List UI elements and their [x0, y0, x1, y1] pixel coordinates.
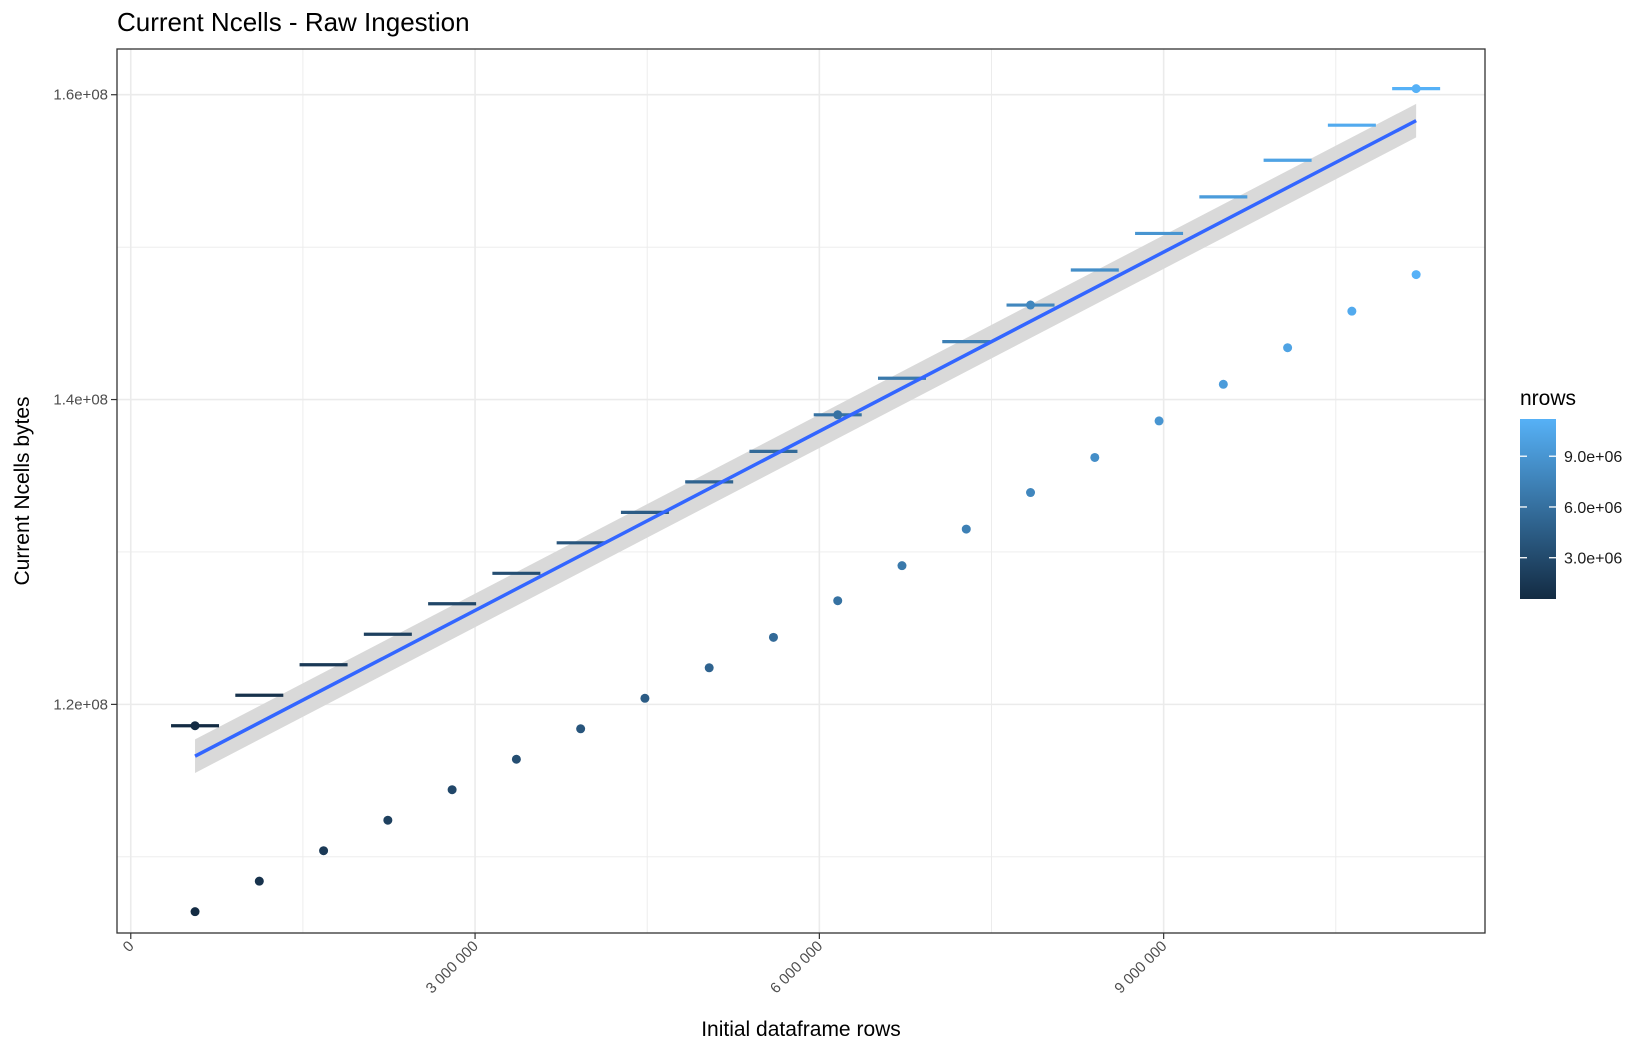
data-point [1090, 452, 1100, 462]
y-axis-title: Current Ncells bytes [11, 396, 34, 585]
legend-title: nrows [1520, 387, 1576, 410]
fit-line-layer [194, 119, 1417, 758]
data-point [1411, 270, 1421, 280]
data-point [511, 754, 521, 764]
data-point [704, 663, 714, 673]
data-point [640, 693, 650, 703]
legend-tick-label: 6.0e+06 [1564, 500, 1622, 517]
y-tick-label: 1.4e+08 [53, 392, 108, 409]
legend-colorbar [1520, 419, 1556, 599]
grid-lines [117, 49, 1485, 933]
y-tick-label: 1.6e+08 [53, 87, 108, 104]
data-point [1411, 84, 1421, 94]
data-point [1283, 343, 1293, 353]
plot-border [116, 48, 1486, 934]
x-axis: 0 3 000 000 6 000 000 9 000 000 [120, 933, 1170, 997]
data-point [447, 785, 457, 795]
data-point [833, 410, 843, 420]
x-tick-label: 6 000 000 [767, 938, 826, 997]
data-point [1026, 488, 1036, 498]
point-series [190, 84, 1421, 917]
data-point [190, 721, 200, 731]
data-point [319, 846, 329, 856]
data-point [833, 596, 843, 606]
x-tick-label: 9 000 000 [1111, 938, 1170, 997]
x-tick-label: 0 [120, 938, 138, 956]
y-tick-label: 1.2e+08 [53, 696, 108, 713]
data-point [1154, 416, 1164, 426]
data-point [768, 632, 778, 642]
fit-line [194, 119, 1417, 758]
chart-title: Current Ncells - Raw Ingestion [117, 7, 470, 37]
color-legend: nrows 3.0e+06 6.0e+06 9.0e+06 [1520, 387, 1622, 599]
data-point [254, 876, 264, 886]
data-point [897, 561, 907, 571]
legend-tick-label: 3.0e+06 [1564, 551, 1622, 568]
legend-tick-label: 9.0e+06 [1564, 449, 1622, 466]
legend-ticks: 3.0e+06 6.0e+06 9.0e+06 [1520, 449, 1622, 568]
data-point [190, 907, 200, 917]
data-point [383, 815, 393, 825]
x-tick-label: 3 000 000 [423, 938, 482, 997]
data-point [1026, 300, 1036, 310]
data-point [961, 524, 971, 534]
data-point [576, 724, 586, 734]
data-point [1347, 306, 1357, 316]
y-axis: 1.2e+08 1.4e+08 1.6e+08 [53, 87, 117, 713]
x-axis-title: Initial dataframe rows [701, 1018, 901, 1041]
data-point [1218, 379, 1228, 389]
